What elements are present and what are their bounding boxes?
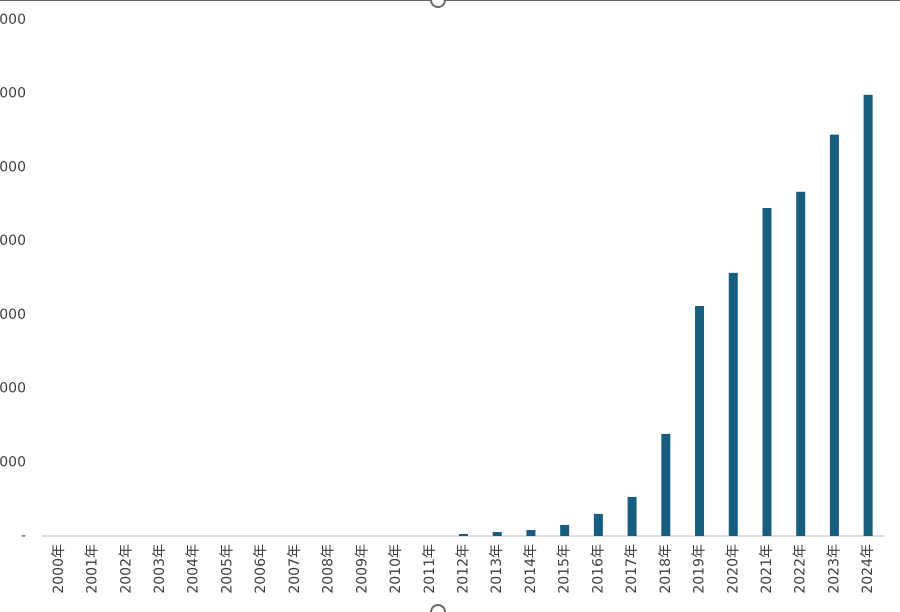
bar [829, 134, 839, 536]
bar [762, 207, 772, 536]
bar [526, 530, 536, 536]
x-tick-label: 2001年 [85, 544, 101, 594]
x-tick-label: 2000年 [51, 544, 67, 594]
x-tick-label: 2013年 [489, 544, 505, 594]
bar [627, 496, 637, 536]
x-tick-label: 2014年 [523, 544, 539, 594]
x-tick-label: 2022年 [793, 544, 809, 594]
x-tick-label: 2016年 [590, 544, 606, 594]
bar [863, 94, 873, 536]
x-tick-label: 2008年 [321, 544, 337, 594]
bar [796, 191, 806, 537]
x-tick-label: 2004年 [186, 544, 202, 594]
y-tick-label: 000 [0, 159, 26, 175]
x-tick-label: 2012年 [456, 544, 472, 594]
bar [661, 433, 671, 536]
x-tick-label: 2021年 [759, 544, 775, 594]
bar [728, 272, 738, 536]
y-tick-label: 000 [0, 307, 26, 323]
x-tick-label: 2007年 [287, 544, 303, 594]
x-tick-label: 2020年 [725, 544, 741, 594]
y-tick-label: 000 [0, 454, 26, 470]
bar [593, 513, 603, 536]
bar [459, 534, 468, 536]
x-tick-label: 2018年 [658, 544, 674, 594]
y-tick-label: 000 [0, 12, 26, 28]
y-tick-label: 000 [0, 86, 26, 102]
x-tick-label: 2006年 [253, 544, 269, 594]
x-tick-label: 2005年 [219, 544, 235, 594]
x-tick-label: 2023年 [826, 544, 842, 594]
x-tick-label: 2010年 [388, 544, 404, 594]
resize-handle[interactable] [430, 0, 446, 8]
y-tick-label: 000 [0, 381, 26, 397]
x-tick-label: 2011年 [422, 544, 438, 594]
y-tick-label: 000 [0, 233, 26, 249]
x-tick-label: 2002年 [118, 544, 134, 594]
x-tick-label: 2019年 [692, 544, 708, 594]
bar [560, 524, 570, 536]
x-tick-label: 2015年 [557, 544, 573, 594]
bar [492, 532, 502, 536]
x-tick-label: 2017年 [624, 544, 640, 594]
y-tick-label: - [21, 528, 26, 544]
x-tick-label: 2003年 [152, 544, 168, 594]
resize-handle[interactable] [430, 604, 446, 612]
x-tick-label: 2024年 [860, 544, 876, 594]
x-tick-label: 2009年 [354, 544, 370, 594]
bar [695, 306, 705, 536]
